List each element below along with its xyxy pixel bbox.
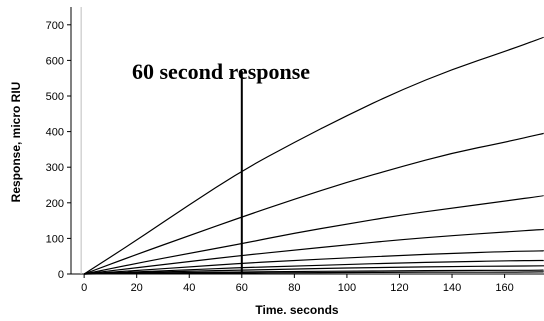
series-line-1 — [83, 36, 544, 275]
x-tick-label: 120 — [390, 282, 408, 294]
x-tick-label: 20 — [131, 282, 143, 294]
series-line-2 — [83, 132, 544, 275]
y-tick-label: 700 — [46, 20, 64, 32]
x-axis-title: Time. seconds — [255, 303, 338, 317]
series-line-5 — [84, 250, 544, 275]
y-tick-label: 0 — [58, 269, 64, 281]
series-line-9 — [84, 271, 544, 275]
x-tick-label: 100 — [338, 282, 356, 294]
y-tick-label: 300 — [46, 162, 64, 174]
series-line-7 — [84, 265, 544, 275]
x-tick-label: 40 — [183, 282, 195, 294]
x-tick-label: 80 — [288, 282, 300, 294]
y-tick-label: 200 — [46, 198, 64, 210]
x-tick-label: 140 — [443, 282, 461, 294]
series-line-3 — [83, 195, 544, 275]
series-line-6 — [84, 259, 544, 275]
x-tick-label: 60 — [236, 282, 248, 294]
x-tick-label: 160 — [495, 282, 513, 294]
annotation-label: 60 second response — [132, 59, 310, 84]
y-axis-title: Response, micro RIU — [9, 82, 23, 203]
plot-area: 0 100 200 300 400 500 600 700 0 20 40 60 80 100 120 140… — [46, 7, 544, 294]
y-tick-label: 600 — [46, 55, 64, 67]
y-tick-label: 500 — [46, 91, 64, 103]
x-tick-label: 0 — [81, 282, 87, 294]
series-line-4 — [84, 228, 544, 275]
y-tick-label: 400 — [46, 127, 64, 139]
y-tick-label: 100 — [46, 233, 64, 245]
